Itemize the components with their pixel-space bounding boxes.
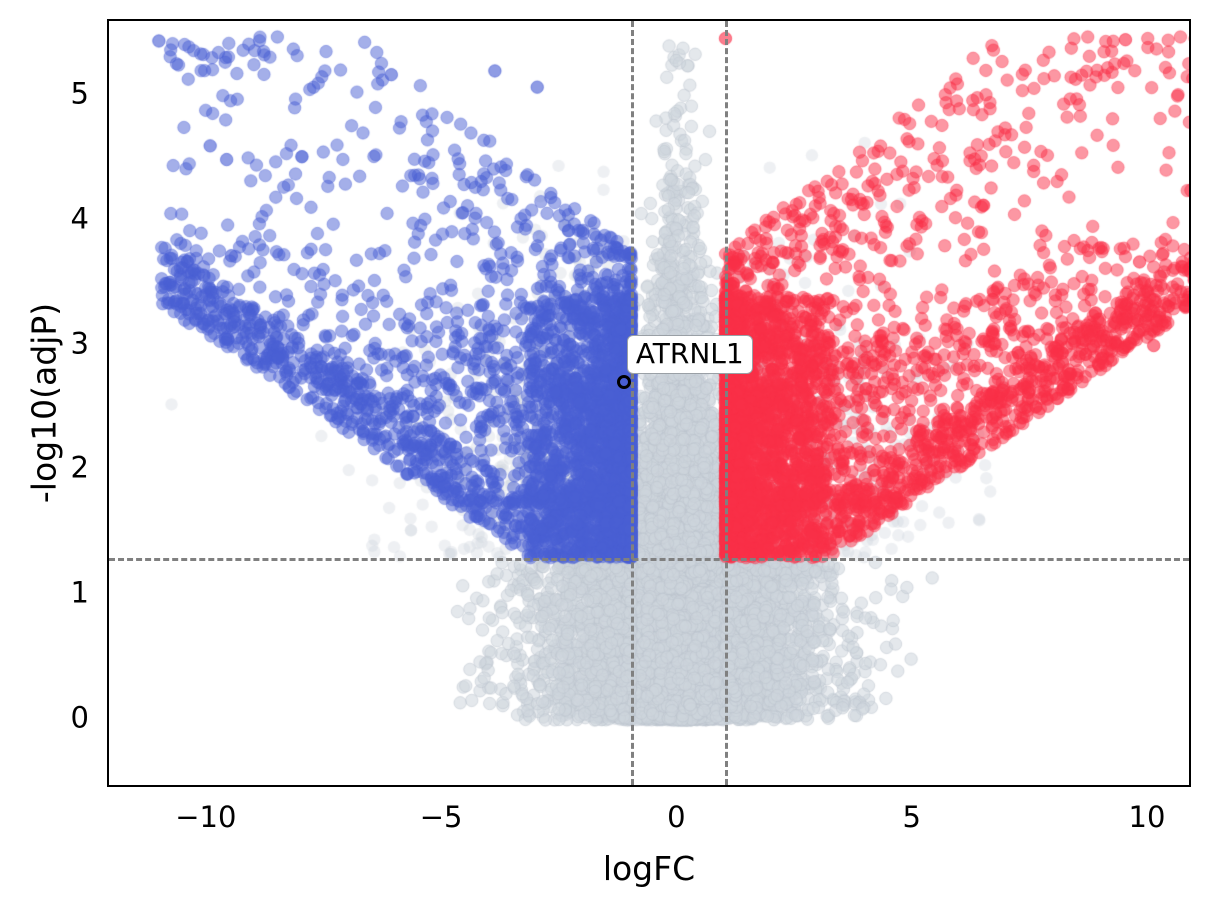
y-axis-label: -log10(adjP) (24, 302, 64, 504)
x-tick (678, 785, 680, 787)
y-tick-label: 4 (70, 201, 89, 236)
y-tick (107, 470, 109, 472)
y-tick-label: 1 (70, 575, 89, 610)
x-tick-label: −5 (419, 800, 463, 834)
x-tick (208, 785, 210, 787)
y-tick (107, 346, 109, 348)
plot-area[interactable]: ATRNL1 (107, 19, 1191, 787)
gene-annotation-label[interactable]: ATRNL1 (626, 334, 753, 375)
y-tick (107, 720, 109, 722)
x-tick (1149, 785, 1151, 787)
logfc-threshold-line-down (631, 21, 635, 785)
y-tick-label: 5 (70, 76, 89, 111)
scatter-points-canvas (109, 21, 1189, 785)
significance-threshold-line (109, 557, 1189, 561)
logfc-threshold-line-up (725, 21, 729, 785)
y-tick-label: 2 (70, 450, 89, 485)
y-tick (107, 96, 109, 98)
y-tick (107, 221, 109, 223)
x-tick (443, 785, 445, 787)
x-tick-label: 10 (1128, 800, 1166, 834)
x-tick (914, 785, 916, 787)
x-axis-label: logFC (602, 849, 696, 888)
x-tick-label: 0 (667, 800, 686, 834)
x-tick-label: −10 (175, 800, 237, 834)
y-tick (107, 595, 109, 597)
y-tick-label: 0 (70, 700, 89, 735)
annotation-point-marker[interactable] (616, 374, 631, 389)
y-tick-label: 3 (70, 326, 89, 361)
x-tick-label: 5 (902, 800, 921, 834)
